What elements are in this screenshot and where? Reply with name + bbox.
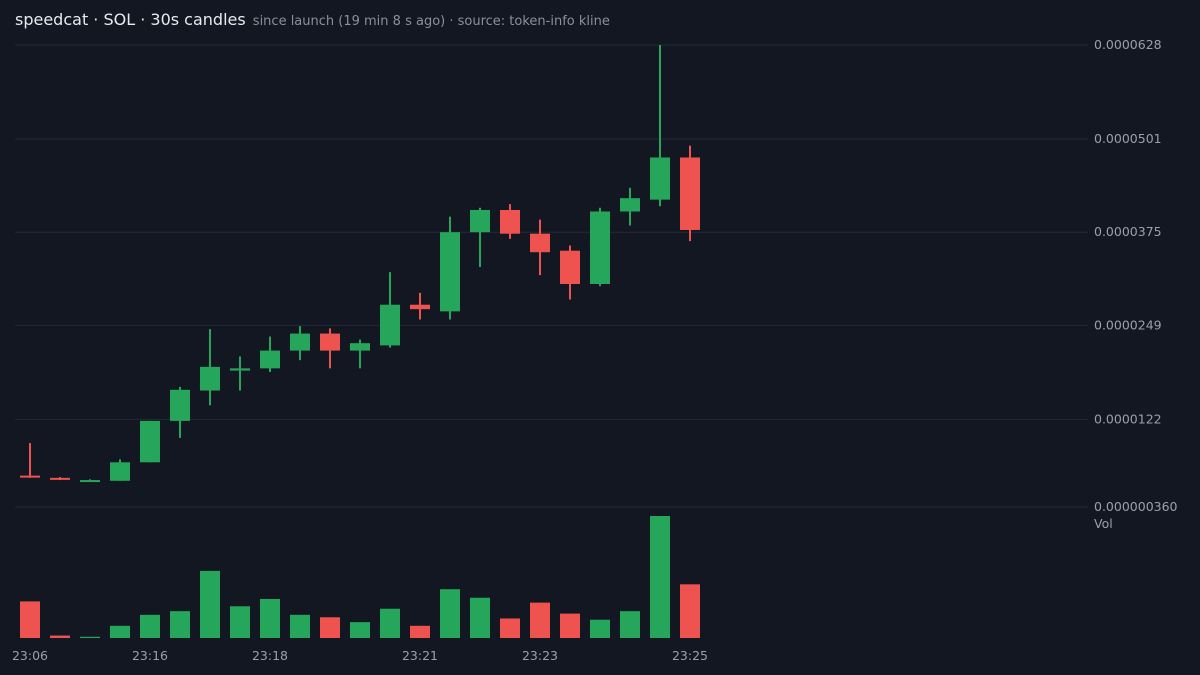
candle [380, 272, 400, 348]
chart-title: speedcat · SOL · 30s candles [15, 10, 246, 29]
price-tick-label: 0.0000249 [1094, 317, 1162, 332]
candle-body [560, 250, 580, 284]
candle-body [260, 350, 280, 369]
price-tick-label: 0.0000501 [1094, 131, 1162, 146]
volume-bar [170, 611, 190, 638]
candle-body [380, 304, 400, 346]
candle-body [680, 157, 700, 230]
price-tick-label: 0.0000122 [1094, 411, 1162, 426]
time-axis: 23:06 23:16 23:18 23:21 23:23 23:25 [12, 648, 708, 663]
candle [560, 245, 580, 300]
time-tick-label: 23:21 [402, 648, 438, 663]
volume-bar [620, 611, 640, 638]
candle-body [410, 304, 430, 310]
candle [590, 207, 610, 287]
volume-axis-label: Vol [1094, 516, 1113, 531]
volume-bar [530, 602, 550, 638]
grid-lines [15, 44, 1088, 508]
candle [50, 477, 70, 481]
candles [20, 45, 700, 483]
volume-bar [230, 606, 250, 638]
candle [500, 204, 520, 239]
candle-body [170, 389, 190, 421]
candle-body [290, 333, 310, 351]
price-tick-label: 0.0000628 [1094, 37, 1162, 52]
volume-bar [20, 601, 40, 638]
candle [110, 459, 130, 481]
candle [290, 326, 310, 361]
candle-body [80, 480, 100, 483]
candle [230, 356, 250, 391]
volume-bar [260, 598, 280, 638]
candle-body [320, 333, 340, 351]
candle-body [440, 232, 460, 312]
price-axis: 0.0000628 0.0000501 0.0000375 0.0000249 0.00… [1094, 37, 1178, 514]
candle-body [110, 462, 130, 481]
candle-body [50, 477, 70, 480]
candle-body [230, 368, 250, 371]
volume-bar [470, 597, 490, 638]
time-tick-label: 23:06 [12, 648, 48, 663]
candle-body [590, 211, 610, 284]
candle [320, 328, 340, 369]
candle [410, 292, 430, 320]
volume-bar [500, 618, 520, 638]
candle-body [530, 233, 550, 253]
candle-body [20, 475, 40, 478]
candle [620, 187, 640, 226]
volume-bar [650, 516, 670, 638]
volume-bar [140, 614, 160, 638]
price-tick-label: 0.000000360 [1094, 499, 1178, 514]
volume-bar [680, 584, 700, 638]
volume-bar [380, 608, 400, 638]
candle-body [470, 210, 490, 233]
candle [350, 339, 370, 369]
candle [170, 386, 190, 438]
candle [440, 216, 460, 320]
volume-bar [110, 625, 130, 638]
time-tick-label: 23:25 [672, 648, 708, 663]
candle-body [350, 343, 370, 351]
candle-body [650, 157, 670, 200]
candle [200, 329, 220, 406]
candle [650, 45, 670, 207]
volume-bar [50, 635, 70, 638]
candle-body [200, 366, 220, 391]
candle-body [500, 210, 520, 234]
volume-bar [350, 622, 370, 638]
volume-bar [560, 613, 580, 638]
volume-bar [320, 617, 340, 638]
volume-bar [410, 625, 430, 638]
candle-body [620, 198, 640, 212]
candle [20, 443, 40, 478]
chart-header: speedcat · SOL · 30s candles since launc… [15, 10, 610, 29]
volume-bar [80, 636, 100, 638]
candle [530, 219, 550, 276]
time-tick-label: 23:16 [132, 648, 168, 663]
volume-bar [290, 614, 310, 638]
volume-bar [590, 619, 610, 638]
candle [80, 479, 100, 483]
candle [140, 420, 160, 463]
volume-bar [440, 589, 460, 638]
time-tick-label: 23:18 [252, 648, 288, 663]
time-tick-label: 23:23 [522, 648, 558, 663]
volume-bar [200, 570, 220, 638]
candle [680, 145, 700, 242]
candle [260, 336, 280, 373]
volume-bars [20, 516, 700, 638]
chart-subtitle: since launch (19 min 8 s ago) · source: … [252, 14, 610, 29]
candle-body [140, 420, 160, 463]
price-tick-label: 0.0000375 [1094, 224, 1162, 239]
candle [470, 207, 490, 267]
